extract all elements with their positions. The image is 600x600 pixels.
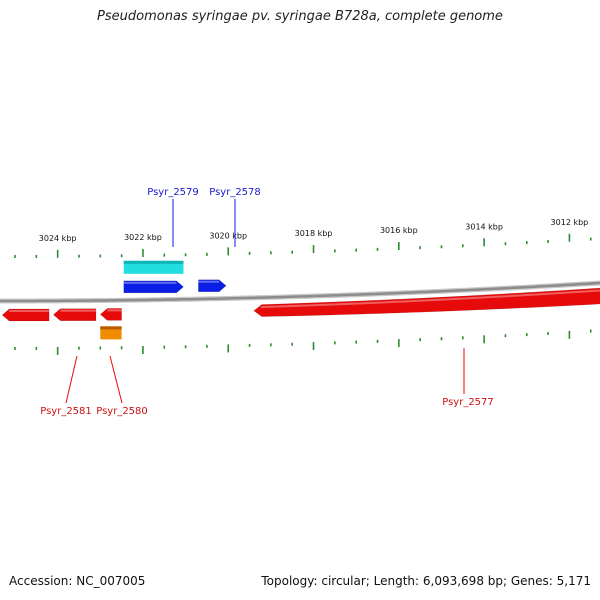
label-leader <box>109 355 123 404</box>
gene-arrow-psyr-2579 <box>123 280 184 294</box>
gene-arrow-psyr-2577-highlight <box>260 289 600 309</box>
label-leader <box>65 355 78 404</box>
tick-label: 3022 kbp <box>124 233 162 242</box>
gene-label-psyr-2581b: Psyr_2581 <box>40 406 92 417</box>
gene-arrow-psyr-2581 <box>1 308 50 322</box>
rna-band-edge <box>100 326 122 330</box>
gene-label-psyr-2577: Psyr_2577 <box>442 397 494 408</box>
gene-label-psyr-2580: Psyr_2580 <box>96 406 148 417</box>
tick-label: 3012 kbp <box>551 218 589 227</box>
gene-layer <box>1 260 600 340</box>
gene-arrow-psyr-2578-highlight <box>198 280 220 283</box>
genome-title: Pseudomonas syringae pv. syringae B728a,… <box>97 9 503 24</box>
accession-text: Accession: NC_007005 <box>9 574 146 588</box>
tick-label: 3024 kbp <box>39 234 77 243</box>
tick-label: 3014 kbp <box>465 222 503 231</box>
label-layer: Psyr_2579 Psyr_2578 Psyr_2581 Psyr_2580 Psyr… <box>40 187 494 417</box>
rna-band-edge <box>123 260 184 264</box>
gene-arrow-psyr-2578 <box>198 279 227 293</box>
gene-arrow-psyr-2579-highlight <box>123 281 177 284</box>
gene-arrow-psyr-2581b <box>52 308 97 322</box>
gene-arrow-psyr-2580-highlight <box>107 309 122 312</box>
tick-label: 3016 kbp <box>380 226 418 235</box>
gene-arrow-psyr-2581b-highlight <box>60 309 97 312</box>
tick-label: 3018 kbp <box>295 229 333 238</box>
gene-label-psyr-2579: Psyr_2579 <box>147 187 199 198</box>
rna-band <box>123 260 184 274</box>
gene-arrow-psyr-2580 <box>99 308 122 321</box>
gene-arrow-psyr-2581-highlight <box>9 309 50 312</box>
genome-summary-text: Topology: circular; Length: 6,093,698 bp… <box>261 574 591 588</box>
backbone-line <box>0 281 600 303</box>
backbone-layer <box>0 280 600 304</box>
gene-arrow-psyr-2577 <box>253 287 600 317</box>
tick-layer: 3024 kbp 3022 kbp 3020 kbp 3018 kbp 3016 kbp… <box>14 218 592 355</box>
rna-band <box>100 326 122 340</box>
gene-label-psyr-2578: Psyr_2578 <box>209 187 261 198</box>
tick-label: 3020 kbp <box>209 231 247 240</box>
